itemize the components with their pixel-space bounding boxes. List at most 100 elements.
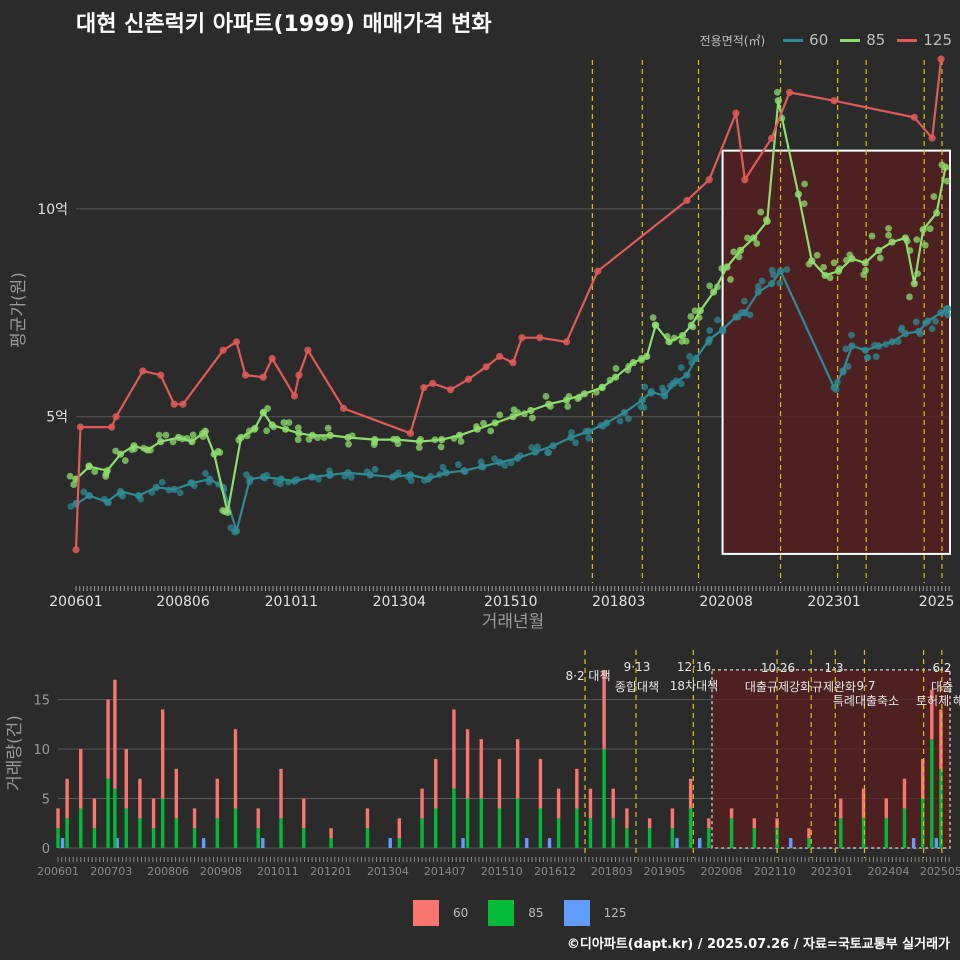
price-point-60 [659, 384, 666, 392]
price-point-85 [121, 457, 129, 464]
volume-highlight-box [711, 669, 951, 849]
price-point-85 [219, 507, 227, 514]
price-point-60 [243, 471, 250, 478]
policy-label-desc: 종합대책 [615, 679, 659, 694]
volume-bar-125 [547, 838, 552, 848]
price-point-85 [480, 419, 487, 427]
policy-label-desc: 규제완화 [812, 680, 856, 694]
price-point-60 [677, 380, 685, 388]
price-point-85 [91, 468, 99, 475]
volume-bar-85 [556, 818, 561, 848]
price-point-85 [162, 431, 170, 439]
price-x-tick-label: 202301 [807, 594, 860, 610]
source-credit: ©디아파트(dapt.kr) / 2025.07.26 / 자료=국토교통부 실… [566, 937, 950, 952]
price-point-85 [214, 447, 222, 455]
price-point-60 [770, 271, 777, 279]
price-point-85 [801, 180, 809, 188]
policy-label-desc: 대출규제강화 [745, 680, 811, 694]
volume-bar-85 [151, 828, 156, 848]
price-series-125 [72, 55, 945, 554]
volume-bar-60 [302, 798, 306, 829]
price-series-85 [66, 88, 951, 516]
price-point-60 [325, 467, 333, 475]
volume-bar-60 [930, 689, 934, 740]
volume-bar-60 [625, 808, 629, 829]
volume-x-tick-label: 201201 [310, 865, 352, 878]
price-point-85 [813, 251, 821, 259]
price-point-60 [754, 283, 762, 290]
volume-bar-85 [92, 828, 97, 848]
volume-x-tick-label: 201011 [257, 865, 299, 878]
area-legend-title: 전용면적(㎡) [699, 33, 766, 48]
volume-bar-85 [807, 838, 811, 848]
price-point-85 [773, 88, 781, 96]
volume-x-tick-label: 201905 [644, 865, 686, 878]
volume-y-tick-label: 5 [42, 793, 50, 808]
volume-x-tick-label: 202404 [868, 865, 910, 878]
price-y-axis-label: 평균가(원) [9, 272, 29, 348]
volume-bar-85 [113, 788, 117, 848]
volume-bar-85 [647, 828, 652, 848]
price-point-60 [277, 480, 284, 488]
volume-bar-85 [775, 828, 779, 848]
price-point-60 [439, 463, 447, 471]
price-point-85 [687, 313, 695, 320]
volume-bar-60 [611, 788, 615, 819]
price-point-85 [345, 440, 352, 448]
volume-bar-85 [497, 808, 502, 848]
legend-item-85: 85 [840, 31, 885, 49]
policy-label-desc: 대출 [931, 680, 953, 694]
legend-line-85 [840, 38, 861, 42]
volume-bar-85 [174, 818, 179, 848]
price-point-60 [872, 353, 880, 361]
volume-bar-85 [124, 808, 128, 848]
price-point-60 [686, 352, 693, 360]
volume-bar-125 [789, 838, 793, 848]
volume-bar-85 [192, 828, 197, 848]
legend-label-60: 60 [809, 31, 829, 49]
volume-bar-125 [525, 838, 529, 848]
price-point-85 [926, 225, 934, 233]
volume-bar-85 [420, 818, 424, 848]
volume-bar-60 [124, 749, 128, 809]
policy-label-desc: 18차대책 [670, 678, 718, 693]
price-point-85 [528, 414, 536, 422]
volume-bar-85 [452, 788, 456, 848]
policy-label-desc: 토허제 해 [916, 694, 960, 708]
volume-bar-60 [479, 739, 483, 799]
price-point-85 [682, 337, 690, 345]
volume-bar-60 [160, 709, 165, 799]
price-point-60 [714, 316, 721, 324]
volume-legend-swatch-125 [563, 900, 590, 926]
volume-bar-85 [884, 818, 888, 848]
volume-legend-item-85: 85 [488, 900, 544, 926]
price-x-axis-label: 거래년월 [482, 612, 545, 632]
volume-x-tick-label: 200601 [37, 865, 79, 878]
price-point-85 [757, 208, 765, 216]
price-point-60 [944, 311, 951, 319]
price-point-85 [457, 438, 465, 445]
volume-bar-60 [729, 808, 734, 819]
price-point-85 [649, 314, 657, 322]
volume-bar-60 [452, 709, 456, 789]
price-point-85 [744, 234, 751, 242]
price-point-85 [876, 254, 884, 262]
price-point-85 [294, 436, 302, 444]
price-point-60 [758, 277, 766, 285]
volume-bar-85 [138, 818, 142, 848]
volume-bar-60 [92, 798, 97, 829]
legend-item-60: 60 [783, 31, 828, 49]
volume-bar-125 [461, 838, 465, 848]
price-point-85 [885, 224, 892, 232]
price-point-85 [305, 435, 313, 443]
price-point-85 [943, 177, 951, 185]
price-point-60 [158, 478, 166, 486]
price-point-60 [898, 324, 906, 332]
volume-bar-125 [261, 838, 265, 848]
price-point-60 [616, 417, 624, 425]
volume-bar-60 [538, 758, 543, 809]
price-y-tick-label: 10억 [37, 202, 68, 218]
price-point-85 [564, 403, 572, 410]
price-point-85 [112, 447, 120, 455]
volume-bar-60 [56, 808, 60, 829]
